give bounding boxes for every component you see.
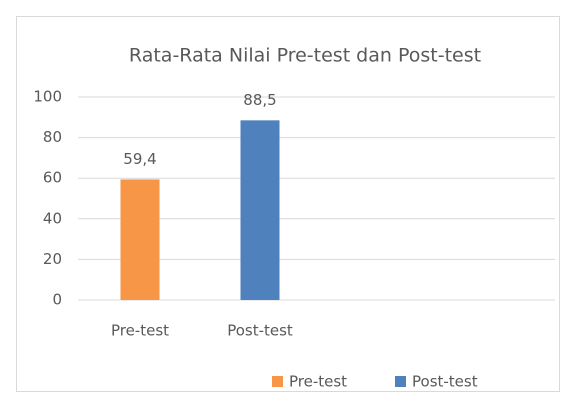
bar (120, 179, 160, 300)
chart-title: Rata-Rata Nilai Pre-test dan Post-test (129, 45, 481, 67)
x-tick-label: Post-test (227, 322, 293, 340)
legend-swatch (272, 376, 283, 387)
data-label: 88,5 (243, 91, 276, 109)
data-label: 59,4 (123, 150, 156, 168)
legend-swatch (395, 376, 406, 387)
y-tick-label: 0 (52, 291, 62, 309)
y-tick-label: 100 (33, 88, 62, 106)
legend-label: Pre-test (289, 373, 347, 391)
legend-label: Post-test (412, 373, 478, 391)
y-tick-label: 60 (43, 169, 62, 187)
bar (240, 120, 280, 300)
x-tick-label: Pre-test (111, 322, 169, 340)
y-tick-label: 20 (43, 250, 62, 268)
y-tick-label: 80 (43, 128, 62, 146)
y-tick-label: 40 (43, 209, 62, 227)
chart-frame (16, 16, 560, 392)
